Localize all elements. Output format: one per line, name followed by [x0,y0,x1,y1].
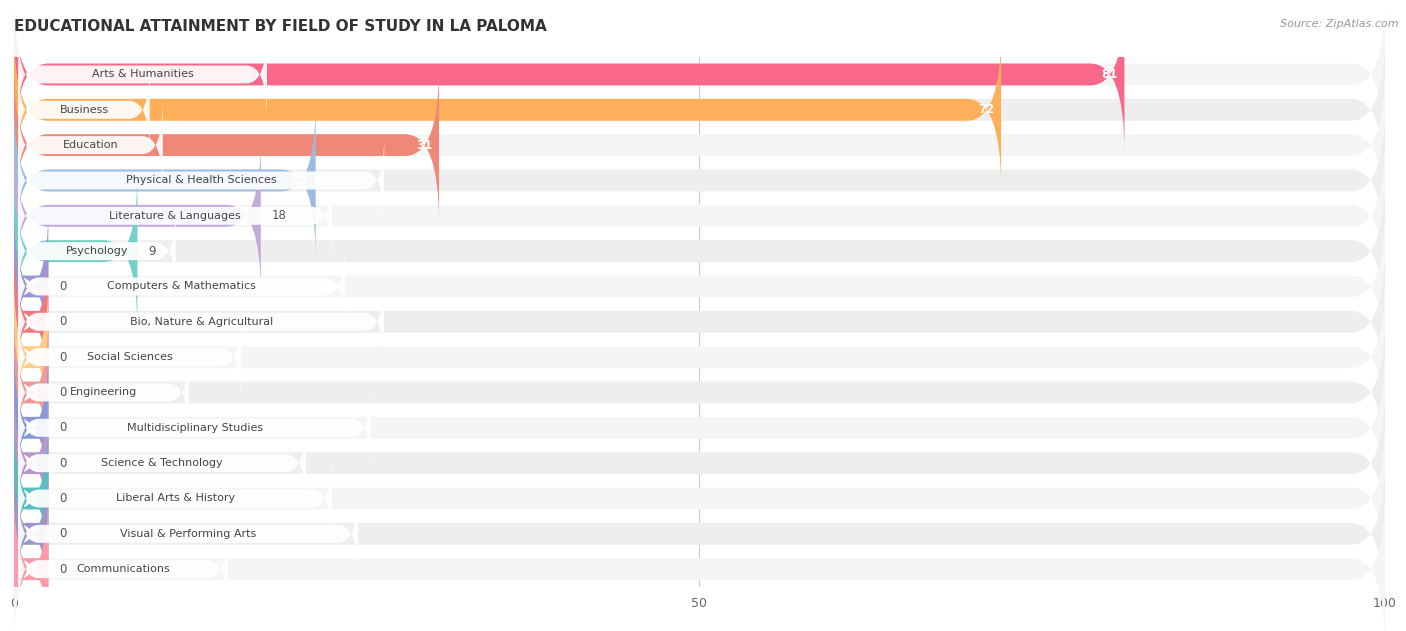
Text: Engineering: Engineering [70,387,138,398]
FancyBboxPatch shape [18,348,188,437]
Text: 0: 0 [59,351,66,363]
Text: 72: 72 [979,103,994,116]
FancyBboxPatch shape [14,103,315,258]
Text: Multidisciplinary Studies: Multidisciplinary Studies [127,423,263,433]
FancyBboxPatch shape [14,456,48,611]
FancyBboxPatch shape [18,525,228,613]
FancyBboxPatch shape [18,30,267,119]
FancyBboxPatch shape [14,32,1385,187]
FancyBboxPatch shape [14,386,1385,541]
FancyBboxPatch shape [18,66,150,154]
FancyBboxPatch shape [14,209,48,364]
FancyBboxPatch shape [14,103,1385,258]
FancyBboxPatch shape [18,242,344,331]
FancyBboxPatch shape [18,172,332,260]
Text: Communications: Communications [76,564,170,574]
Text: 81: 81 [1101,68,1118,81]
FancyBboxPatch shape [14,68,1385,223]
Text: Education: Education [63,140,118,150]
FancyBboxPatch shape [14,280,1385,435]
Text: 0: 0 [59,457,66,469]
Text: 18: 18 [271,209,287,222]
FancyBboxPatch shape [14,350,48,505]
FancyBboxPatch shape [14,421,1385,576]
FancyBboxPatch shape [14,138,262,293]
Text: 0: 0 [59,316,66,328]
FancyBboxPatch shape [18,101,163,189]
FancyBboxPatch shape [14,350,1385,505]
Text: Social Sciences: Social Sciences [87,352,173,362]
Text: Computers & Mathematics: Computers & Mathematics [107,281,256,292]
Text: Science & Technology: Science & Technology [101,458,224,468]
FancyBboxPatch shape [14,492,48,631]
FancyBboxPatch shape [18,490,359,578]
FancyBboxPatch shape [14,32,1001,187]
Text: Visual & Performing Arts: Visual & Performing Arts [120,529,256,539]
FancyBboxPatch shape [14,421,48,576]
FancyBboxPatch shape [14,280,48,435]
FancyBboxPatch shape [18,384,371,472]
Text: Business: Business [59,105,108,115]
Text: 0: 0 [59,386,66,399]
FancyBboxPatch shape [14,386,48,541]
Text: 9: 9 [149,245,156,257]
Text: 0: 0 [59,422,66,434]
FancyBboxPatch shape [14,244,48,399]
Text: 0: 0 [59,528,66,540]
Text: Physical & Health Sciences: Physical & Health Sciences [127,175,277,186]
FancyBboxPatch shape [14,209,1385,364]
Text: 0: 0 [59,492,66,505]
Text: Psychology: Psychology [66,246,128,256]
Text: 22: 22 [292,174,309,187]
FancyBboxPatch shape [14,138,1385,293]
Text: Bio, Nature & Agricultural: Bio, Nature & Agricultural [129,317,273,327]
Text: 0: 0 [59,563,66,575]
Text: Source: ZipAtlas.com: Source: ZipAtlas.com [1281,19,1399,29]
FancyBboxPatch shape [18,278,384,366]
FancyBboxPatch shape [14,315,1385,470]
Text: Arts & Humanities: Arts & Humanities [91,69,194,80]
FancyBboxPatch shape [14,174,138,329]
FancyBboxPatch shape [14,456,1385,611]
FancyBboxPatch shape [18,454,332,543]
FancyBboxPatch shape [14,244,1385,399]
FancyBboxPatch shape [18,313,240,401]
FancyBboxPatch shape [14,0,1385,152]
FancyBboxPatch shape [18,207,176,295]
FancyBboxPatch shape [14,0,1125,152]
Text: Liberal Arts & History: Liberal Arts & History [115,493,235,504]
FancyBboxPatch shape [14,492,1385,631]
FancyBboxPatch shape [14,315,48,470]
FancyBboxPatch shape [18,419,307,507]
FancyBboxPatch shape [14,68,439,223]
FancyBboxPatch shape [18,136,384,225]
Text: Literature & Languages: Literature & Languages [110,211,240,221]
Text: 0: 0 [59,280,66,293]
Text: EDUCATIONAL ATTAINMENT BY FIELD OF STUDY IN LA PALOMA: EDUCATIONAL ATTAINMENT BY FIELD OF STUDY… [14,19,547,34]
FancyBboxPatch shape [14,174,1385,329]
Text: 31: 31 [416,139,432,151]
